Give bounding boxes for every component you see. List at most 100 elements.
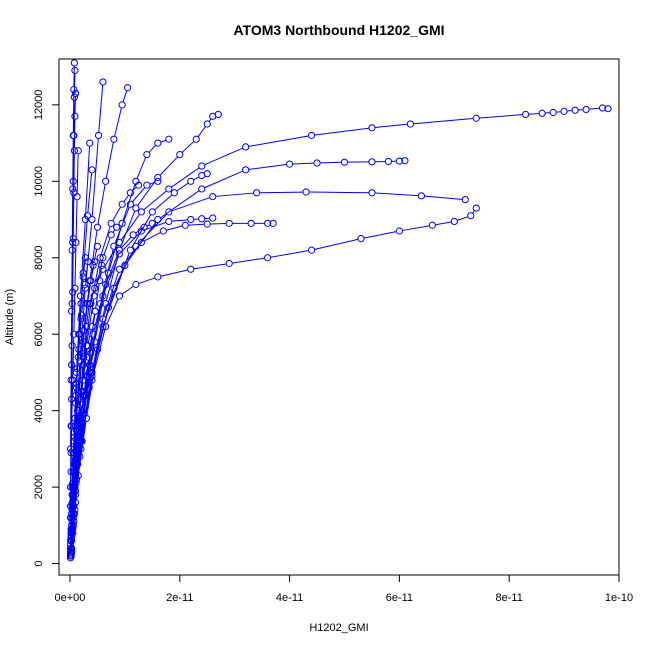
series-line-segment: [76, 352, 80, 381]
data-point: [70, 59, 78, 67]
data-point: [70, 93, 78, 101]
series-line-segment: [232, 257, 265, 264]
data-point: [604, 105, 612, 113]
series-line-segment: [92, 314, 96, 324]
series-line-segment: [106, 298, 119, 324]
x-axis-label: H1202_GMI: [309, 622, 368, 634]
series-line-segment: [71, 463, 75, 492]
data-point: [159, 227, 167, 235]
data-point: [154, 215, 162, 224]
data-point: [83, 212, 92, 220]
data-point: [137, 208, 145, 216]
series-line-segment: [435, 221, 452, 226]
series-line-segment: [132, 187, 146, 203]
series-line-segment: [105, 142, 114, 179]
data-point: [104, 303, 113, 312]
data-point: [74, 147, 82, 155]
data-point: [71, 89, 80, 98]
series-line-segment: [70, 498, 73, 526]
data-point: [198, 162, 206, 170]
series-line-segment: [79, 421, 83, 439]
data-point: [99, 78, 107, 86]
series-line-segment: [112, 206, 121, 221]
series-line-segment: [259, 191, 303, 194]
data-point: [165, 185, 173, 193]
series-line-segment: [87, 283, 91, 301]
y-tick-label: 0: [33, 560, 45, 566]
data-point: [93, 242, 102, 250]
data-point: [93, 223, 102, 231]
data-point: [66, 537, 75, 545]
series-line-segment: [71, 509, 75, 534]
series-line-segment: [93, 249, 98, 263]
data-point: [86, 139, 94, 147]
series-line-segment: [208, 118, 212, 122]
series-line-segment: [148, 145, 156, 153]
data-point: [225, 259, 233, 268]
series-line-segment: [122, 90, 128, 102]
data-point: [102, 280, 110, 289]
series-line-segment: [181, 141, 195, 153]
data-point: [102, 322, 110, 331]
series-line-segment: [314, 238, 358, 250]
series-line-segment: [309, 191, 369, 194]
series-line-segment: [143, 190, 167, 211]
data-point: [71, 483, 79, 491]
series-line-segment: [120, 210, 136, 248]
series-line-segment: [375, 192, 419, 197]
data-point: [76, 357, 85, 365]
data-point: [66, 502, 75, 510]
series-line-segment: [84, 379, 87, 393]
data-point: [88, 166, 96, 174]
series-line-segment: [72, 337, 75, 377]
data-point: [96, 254, 104, 262]
data-point: [66, 548, 75, 556]
data-point: [560, 107, 568, 115]
series-line-segment: [87, 367, 90, 374]
data-point: [126, 200, 134, 208]
data-point: [132, 204, 140, 212]
series-line-segment: [83, 329, 87, 354]
data-point: [313, 159, 321, 167]
series-line-segment: [100, 226, 111, 255]
series-line-segment: [320, 161, 342, 164]
data-point: [107, 231, 115, 239]
data-point: [132, 280, 140, 289]
series-line-segment: [100, 249, 114, 301]
series-line-segment: [171, 167, 200, 188]
series-line-segment: [95, 283, 100, 309]
data-point: [68, 246, 76, 254]
series-line-segment: [91, 138, 99, 217]
data-point: [154, 173, 162, 182]
data-point: [384, 157, 393, 166]
series-line-segment: [81, 287, 85, 312]
data-point: [198, 215, 206, 223]
data-point: [406, 120, 414, 128]
data-point: [66, 544, 75, 552]
series-line-segment: [75, 394, 78, 423]
data-point: [357, 235, 365, 243]
data-point: [77, 311, 86, 319]
data-point: [102, 177, 110, 185]
data-point: [472, 114, 480, 122]
data-point: [148, 219, 156, 227]
data-point: [94, 131, 103, 140]
data-point: [99, 254, 107, 262]
data-point: [81, 280, 89, 289]
data-point: [154, 139, 162, 147]
series-line-segment: [82, 398, 85, 416]
data-point: [85, 353, 93, 361]
series-line-segment: [589, 107, 600, 110]
data-point: [264, 219, 272, 227]
data-point: [225, 219, 233, 227]
data-point: [242, 166, 250, 174]
data-point: [269, 219, 277, 227]
data-point: [450, 217, 458, 226]
series-line-segment: [82, 218, 88, 270]
data-point: [571, 106, 579, 114]
data-point: [67, 525, 75, 533]
series-line-segment: [83, 260, 86, 274]
series-line-segment: [76, 154, 79, 194]
data-point: [71, 112, 79, 120]
series-line-segment: [114, 107, 122, 137]
